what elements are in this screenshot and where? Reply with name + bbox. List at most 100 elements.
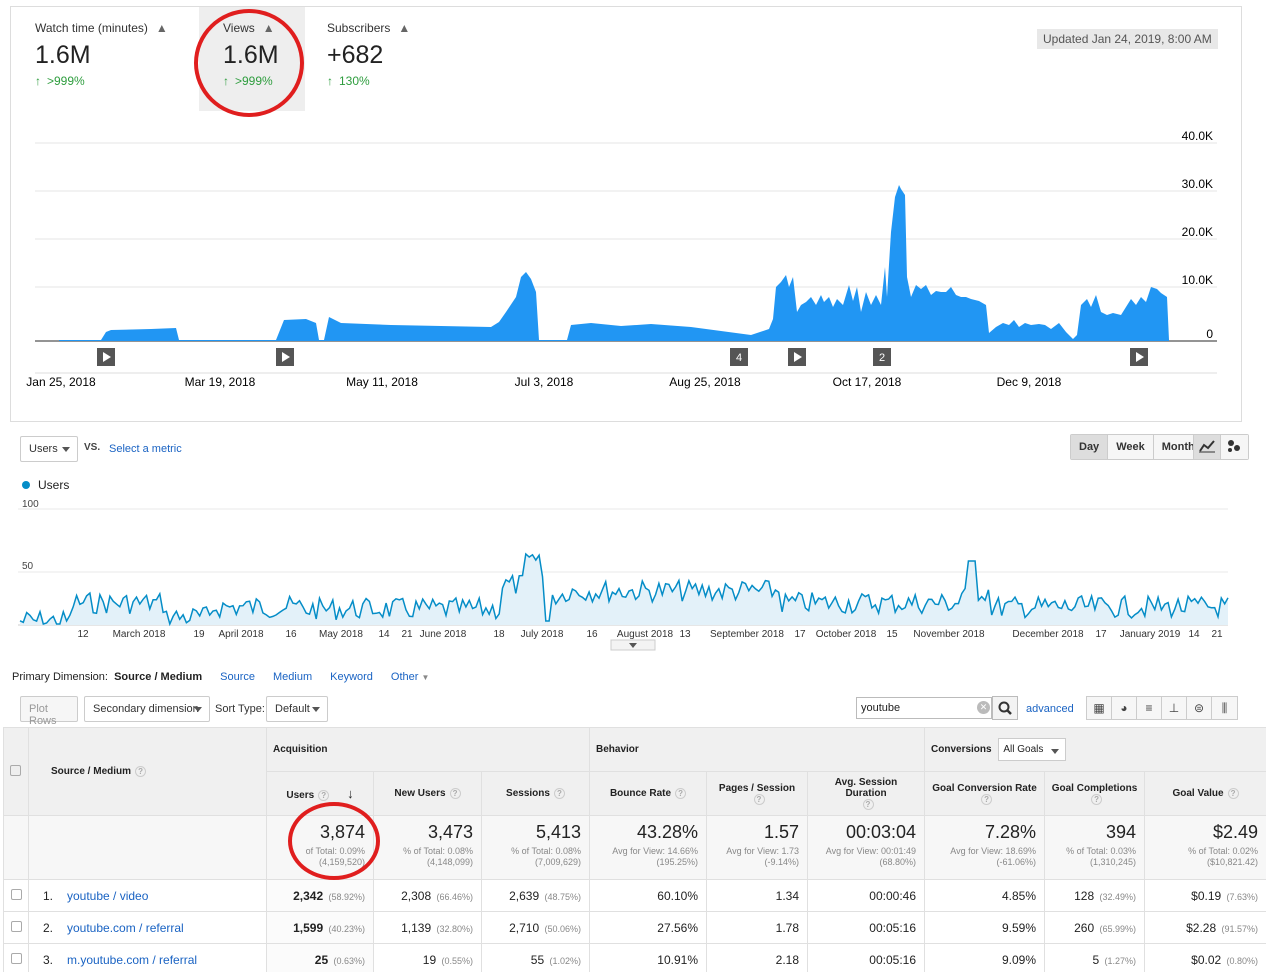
help-icon[interactable]: ?	[553, 788, 565, 799]
secondary-dimension-select[interactable]: Secondary dimension	[84, 696, 210, 722]
pivot-view-icon[interactable]: ⫼	[1212, 697, 1237, 719]
x-tick-label: Dec 9, 2018	[997, 375, 1062, 389]
comparison-view-icon[interactable]: ⊥	[1162, 697, 1187, 719]
table-view-buttons: ▦ ◕ ≡ ⊥ ⊜ ⫼	[1086, 696, 1238, 720]
secondary-dimension-label: Secondary dimension	[93, 703, 199, 715]
table-view-icon[interactable]: ▦	[1087, 697, 1112, 719]
metric-change: 130%	[339, 74, 370, 88]
x-tick-label: 19	[193, 629, 205, 640]
cell-goal-completions-pct: (65.99%)	[1099, 923, 1137, 934]
dimension-other[interactable]: Other ▼	[390, 671, 430, 683]
cell-goal-completions: 5	[1092, 952, 1100, 967]
users-line	[19, 552, 1229, 627]
col-new-users-header[interactable]: New Users?	[373, 771, 482, 816]
dimension-keyword[interactable]: Keyword	[330, 671, 373, 683]
annotation-count-marker[interactable]	[730, 348, 748, 366]
help-icon[interactable]: ?	[675, 788, 687, 799]
dimension-source-medium[interactable]: Source / Medium	[114, 671, 203, 683]
cell-pages-session: 1.34	[706, 879, 808, 912]
col-users-header[interactable]: Users? ↓	[266, 771, 374, 816]
interval-buttons: Day Week Month	[1070, 434, 1204, 460]
col-pages-session-header[interactable]: Pages / Session?	[706, 771, 808, 816]
metric-subscribers[interactable]: Subscribers ▲ +682 ↑ 130%	[327, 19, 410, 88]
cell-users-pct: (58.92%)	[328, 891, 365, 902]
x-tick-label: Aug 25, 2018	[669, 375, 741, 389]
annotation-circle	[194, 9, 304, 117]
col-avg-duration-header[interactable]: Avg. Session Duration?	[806, 771, 926, 816]
search-icon	[998, 701, 1012, 715]
sort-type-select[interactable]: Default	[266, 696, 328, 722]
help-icon[interactable]: ?	[449, 788, 461, 799]
cell-goal-value: $0.02	[1191, 952, 1222, 967]
goals-select[interactable]: All Goals	[998, 738, 1067, 761]
x-tick-label: April 2018	[218, 629, 263, 640]
x-tick-label: November 2018	[913, 629, 985, 640]
chevron-down-icon	[1051, 749, 1060, 754]
primary-dimension-bar: Primary Dimension: Source / Medium Sourc…	[12, 671, 429, 683]
x-tick-label: Mar 19, 2018	[185, 375, 256, 389]
cell-new-users-pct: (66.46%)	[436, 891, 473, 902]
x-tick-label: May 11, 2018	[346, 375, 418, 389]
interval-week-button[interactable]: Week	[1108, 435, 1154, 459]
motion-chart-icon[interactable]	[1221, 435, 1248, 459]
help-icon[interactable]: ?	[753, 793, 765, 805]
row-checkbox[interactable]	[10, 952, 22, 964]
col-goal-value-header[interactable]: Goal Value?	[1144, 771, 1266, 816]
col-sessions-header[interactable]: Sessions?	[481, 771, 590, 816]
cell-goal-completions: 128	[1074, 888, 1095, 903]
line-chart-icon[interactable]	[1194, 435, 1221, 459]
row-checkbox[interactable]	[10, 920, 22, 932]
row-checkbox[interactable]	[10, 888, 22, 900]
collapse-chart-button[interactable]	[610, 639, 656, 651]
cell-avg-duration: 00:00:46	[806, 879, 926, 912]
help-icon[interactable]: ?	[1227, 788, 1239, 799]
dimension-medium[interactable]: Medium	[272, 671, 313, 683]
row-source-medium-link[interactable]: m.youtube.com / referral	[67, 952, 198, 967]
primary-dimension-label: Primary Dimension:	[12, 671, 108, 683]
plot-rows-button[interactable]: Plot Rows	[20, 696, 78, 727]
metric-watch-time[interactable]: Watch time (minutes) ▲ 1.6M ↑ >999%	[35, 19, 168, 88]
dimension-source[interactable]: Source	[220, 671, 255, 683]
performance-view-icon[interactable]: ≡	[1137, 697, 1162, 719]
sort-type-value: Default	[275, 703, 310, 715]
y-tick-label: 30.0K	[1182, 177, 1213, 191]
table-row: 3. m.youtube.com / referral 25 (0.63%) 19 (…	[3, 943, 1266, 972]
cell-goal-completions: 260	[1074, 920, 1095, 935]
y-axis-labels: 100 50	[22, 499, 39, 572]
pie-view-icon[interactable]: ◕	[1112, 697, 1137, 719]
sort-type-label: Sort Type:	[215, 703, 265, 715]
select-metric-link[interactable]: Select a metric	[109, 443, 182, 455]
cell-sessions-pct: (48.75%)	[544, 891, 581, 902]
help-icon[interactable]: ?	[135, 766, 147, 777]
advanced-filter-link[interactable]: advanced	[1026, 703, 1074, 715]
row-source-medium-link[interactable]: youtube.com / referral	[67, 920, 184, 935]
row-index: 3.	[43, 952, 54, 967]
metric-select[interactable]: Users	[20, 436, 78, 462]
help-icon[interactable]: ?	[862, 799, 874, 810]
users-area	[20, 554, 1228, 625]
interval-day-button[interactable]: Day	[1071, 435, 1109, 459]
x-tick-label: 14	[378, 629, 390, 640]
warning-icon: ▲	[155, 21, 168, 35]
col-goal-completions-header[interactable]: Goal Completions?	[1044, 771, 1146, 816]
y-axis-labels: 40.0K 30.0K 20.0K 10.0K 0	[1182, 129, 1214, 341]
clear-search-icon[interactable]: ✕	[977, 701, 990, 714]
help-icon[interactable]: ?	[318, 790, 330, 801]
cell-new-users-pct: (32.80%)	[436, 923, 473, 934]
cell-sessions-pct: (50.06%)	[544, 923, 581, 934]
help-icon[interactable]: ?	[1091, 793, 1103, 805]
annotation-count-marker[interactable]	[873, 348, 891, 366]
x-tick-label: August 2018	[617, 629, 674, 640]
search-button[interactable]	[992, 696, 1018, 720]
term-cloud-view-icon[interactable]: ⊜	[1187, 697, 1212, 719]
legend-dot-icon	[22, 481, 30, 489]
col-goal-conv-rate-header[interactable]: Goal Conversion Rate?	[924, 771, 1046, 816]
metric-label: Watch time (minutes)	[35, 21, 148, 35]
search-input[interactable]: youtube	[856, 697, 992, 719]
select-all-checkbox[interactable]	[10, 764, 21, 776]
row-source-medium-link[interactable]: youtube / video	[67, 888, 149, 903]
cell-sessions: 55	[530, 952, 545, 967]
help-icon[interactable]: ?	[981, 793, 993, 805]
chart-legend: Users	[22, 478, 69, 492]
col-bounce-rate-header[interactable]: Bounce Rate?	[589, 771, 707, 816]
